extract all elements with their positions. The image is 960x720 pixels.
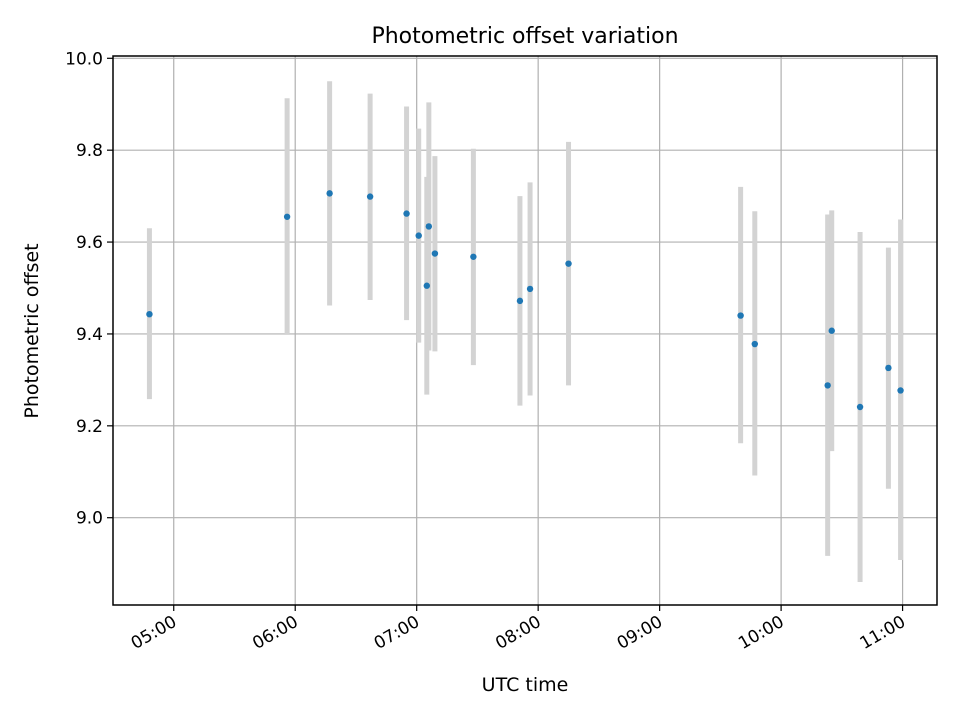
data-point <box>737 312 744 319</box>
x-tick-label: 11:00 <box>857 612 909 654</box>
error-bars <box>146 81 904 583</box>
x-tick-label: 08:00 <box>492 612 544 654</box>
x-tick-label: 10:00 <box>735 612 787 654</box>
data-point <box>326 190 333 197</box>
data-point <box>824 382 831 389</box>
data-point <box>403 210 410 217</box>
data-point <box>283 213 291 220</box>
y-axis-label: Photometric offset <box>21 243 43 418</box>
data-point <box>415 232 422 239</box>
data-point <box>751 340 758 348</box>
y-tick-label: 9.2 <box>76 417 103 437</box>
data-points <box>146 190 904 411</box>
data-point <box>885 364 892 372</box>
data-point <box>828 327 835 334</box>
data-point <box>516 297 524 305</box>
data-point <box>146 310 153 318</box>
data-point <box>431 250 439 257</box>
plot-frame <box>112 55 938 606</box>
data-point <box>423 282 431 289</box>
x-tick-label: 06:00 <box>249 612 301 654</box>
data-point <box>425 223 433 230</box>
y-tick-label: 9.8 <box>76 141 103 161</box>
axis-ticks: 05:00 06:00 07:00 08:00 09:00 10:00 11:00 9.0 9.… <box>65 49 909 654</box>
y-tick-label: 9.6 <box>76 233 103 253</box>
x-axis-label: UTC time <box>482 674 569 696</box>
y-tick-label: 10.0 <box>65 49 103 69</box>
grid-lines <box>113 56 937 605</box>
x-tick-label: 07:00 <box>371 612 423 654</box>
data-point <box>565 260 572 267</box>
x-tick-label: 05:00 <box>128 612 180 654</box>
data-point <box>856 403 864 411</box>
chart-title: Photometric offset variation <box>371 24 678 49</box>
x-tick-label: 09:00 <box>614 612 666 654</box>
data-point <box>897 387 904 394</box>
data-point <box>526 285 534 293</box>
y-tick-label: 9.0 <box>76 509 103 529</box>
data-point <box>366 193 374 200</box>
data-point <box>470 253 477 260</box>
y-tick-label: 9.4 <box>76 325 103 345</box>
